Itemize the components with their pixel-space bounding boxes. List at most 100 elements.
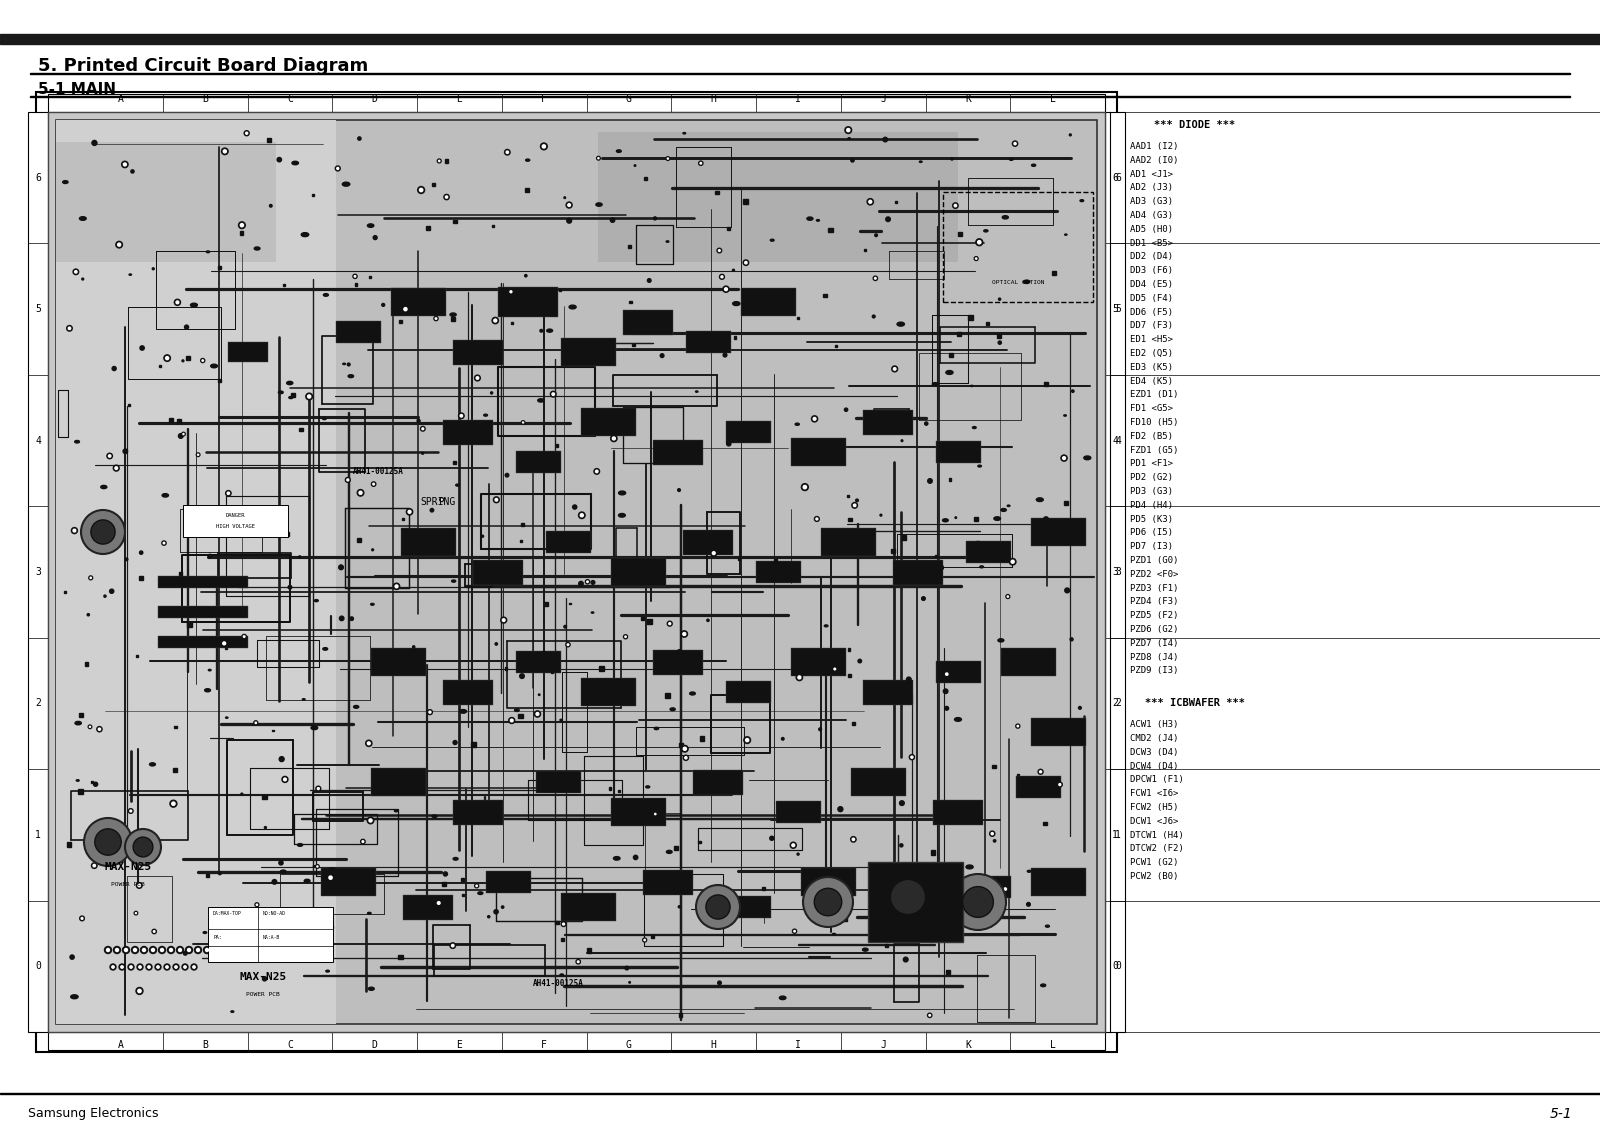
Circle shape — [326, 874, 334, 881]
Bar — [56, 120, 1098, 1024]
Bar — [403, 894, 453, 919]
Ellipse shape — [696, 391, 698, 393]
Bar — [285, 532, 288, 535]
Text: B: B — [202, 94, 208, 104]
Circle shape — [91, 520, 115, 544]
Ellipse shape — [1032, 164, 1035, 166]
Circle shape — [221, 641, 227, 646]
Circle shape — [182, 964, 189, 970]
Ellipse shape — [547, 329, 552, 332]
Circle shape — [165, 964, 170, 970]
Ellipse shape — [267, 926, 275, 929]
Bar — [986, 321, 989, 325]
Circle shape — [278, 756, 285, 762]
Circle shape — [115, 241, 123, 248]
Circle shape — [522, 421, 525, 424]
Bar — [562, 937, 563, 941]
Circle shape — [346, 478, 350, 482]
Ellipse shape — [770, 239, 774, 241]
Circle shape — [1064, 588, 1069, 593]
Ellipse shape — [1027, 871, 1030, 873]
Text: PZD6 (G2): PZD6 (G2) — [1130, 625, 1178, 634]
Ellipse shape — [323, 418, 326, 420]
Circle shape — [872, 315, 875, 318]
Circle shape — [990, 833, 994, 834]
Text: K: K — [965, 94, 971, 104]
Ellipse shape — [368, 224, 374, 228]
Circle shape — [814, 889, 842, 916]
Bar — [632, 343, 635, 345]
Ellipse shape — [654, 727, 659, 730]
Text: G: G — [626, 94, 632, 104]
Bar — [64, 592, 66, 593]
Circle shape — [122, 161, 128, 168]
Bar — [790, 438, 845, 466]
Circle shape — [224, 149, 226, 153]
Circle shape — [166, 966, 168, 968]
Text: I: I — [795, 94, 802, 104]
Circle shape — [494, 910, 498, 914]
Circle shape — [403, 308, 406, 310]
Circle shape — [74, 530, 75, 532]
Bar — [819, 654, 824, 659]
Ellipse shape — [478, 892, 483, 894]
Circle shape — [501, 617, 507, 623]
Circle shape — [682, 746, 688, 752]
Circle shape — [437, 901, 440, 904]
Ellipse shape — [323, 293, 328, 297]
Circle shape — [350, 617, 354, 620]
Circle shape — [416, 549, 418, 551]
Circle shape — [459, 413, 464, 419]
Circle shape — [595, 470, 598, 473]
Circle shape — [354, 274, 357, 278]
Text: DTCW2 (F2): DTCW2 (F2) — [1130, 844, 1184, 854]
Circle shape — [946, 672, 947, 676]
Ellipse shape — [230, 1011, 234, 1012]
Bar — [299, 428, 302, 431]
Text: C: C — [286, 94, 293, 104]
Bar — [598, 667, 603, 671]
Ellipse shape — [862, 949, 869, 951]
Circle shape — [221, 148, 229, 155]
Circle shape — [744, 737, 750, 744]
Circle shape — [1011, 560, 1014, 564]
Circle shape — [792, 843, 795, 847]
Circle shape — [430, 508, 434, 512]
Circle shape — [91, 863, 98, 868]
Bar — [835, 345, 837, 346]
Circle shape — [853, 504, 856, 506]
Bar — [525, 188, 528, 192]
Bar — [48, 94, 1106, 112]
Bar — [400, 320, 402, 323]
Text: Samsung Electronics: Samsung Electronics — [29, 1107, 158, 1121]
Bar — [91, 781, 93, 783]
Circle shape — [347, 479, 349, 481]
Bar — [280, 938, 282, 941]
Circle shape — [819, 728, 821, 730]
Circle shape — [75, 271, 77, 273]
Bar — [862, 679, 914, 704]
Bar — [683, 530, 733, 555]
Bar — [560, 338, 616, 366]
Text: G: G — [626, 1040, 632, 1050]
Text: PCW2 (B0): PCW2 (B0) — [1130, 872, 1178, 881]
Bar — [136, 655, 138, 658]
Bar — [651, 935, 654, 938]
Circle shape — [814, 516, 819, 522]
Bar — [742, 199, 749, 204]
Circle shape — [1061, 455, 1067, 461]
Bar — [400, 528, 456, 556]
Circle shape — [1014, 143, 1016, 145]
Circle shape — [718, 981, 722, 985]
Text: DD3 (F6): DD3 (F6) — [1130, 266, 1173, 275]
Circle shape — [770, 837, 774, 840]
Circle shape — [744, 261, 747, 264]
Circle shape — [330, 876, 333, 880]
Text: AD3 (G3): AD3 (G3) — [1130, 197, 1173, 206]
Text: PZD2 <F0>: PZD2 <F0> — [1130, 569, 1178, 578]
Text: PD7 (I3): PD7 (I3) — [1130, 542, 1173, 551]
Circle shape — [443, 195, 450, 199]
Circle shape — [254, 903, 259, 907]
Circle shape — [160, 949, 163, 952]
Ellipse shape — [1080, 199, 1083, 201]
